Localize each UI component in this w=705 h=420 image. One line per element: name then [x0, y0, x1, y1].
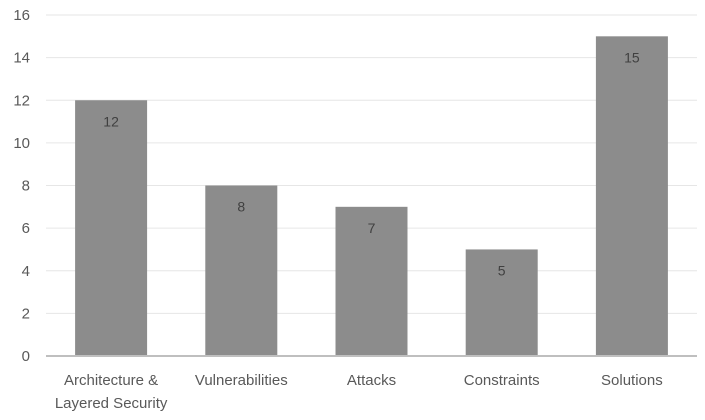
category-label-line: Layered Security	[55, 395, 168, 412]
y-tick-label: 10	[13, 135, 30, 152]
bar	[465, 249, 538, 356]
bar	[335, 206, 408, 356]
y-tick-label: 14	[13, 50, 30, 67]
y-tick-label: 0	[22, 348, 30, 365]
category-label: Solutions	[601, 372, 663, 389]
data-label: 12	[103, 113, 119, 129]
category-label: Architecture & Layered Security	[55, 372, 168, 412]
category-label-line: Vulnerabilities	[195, 372, 288, 389]
bar	[595, 36, 668, 356]
bar	[205, 185, 278, 356]
category-label: Attacks	[347, 372, 396, 389]
data-label: 15	[624, 49, 640, 65]
y-tick-label: 16	[13, 7, 30, 24]
category-label-line: Solutions	[601, 372, 663, 389]
bar	[75, 100, 148, 356]
y-tick-label: 4	[22, 263, 30, 280]
y-tick-label: 6	[22, 220, 30, 237]
category-label-line: Attacks	[347, 372, 396, 389]
data-label: 5	[498, 262, 506, 278]
y-tick-label: 8	[22, 178, 30, 195]
y-tick-label: 2	[22, 305, 30, 322]
category-label-line: Architecture &	[64, 372, 158, 389]
category-label: Constraints	[464, 372, 540, 389]
data-label: 7	[368, 220, 376, 236]
y-tick-label: 12	[13, 92, 30, 109]
data-label: 8	[237, 199, 245, 215]
category-label: Vulnerabilities	[195, 372, 288, 389]
category-label-line: Constraints	[464, 372, 540, 389]
